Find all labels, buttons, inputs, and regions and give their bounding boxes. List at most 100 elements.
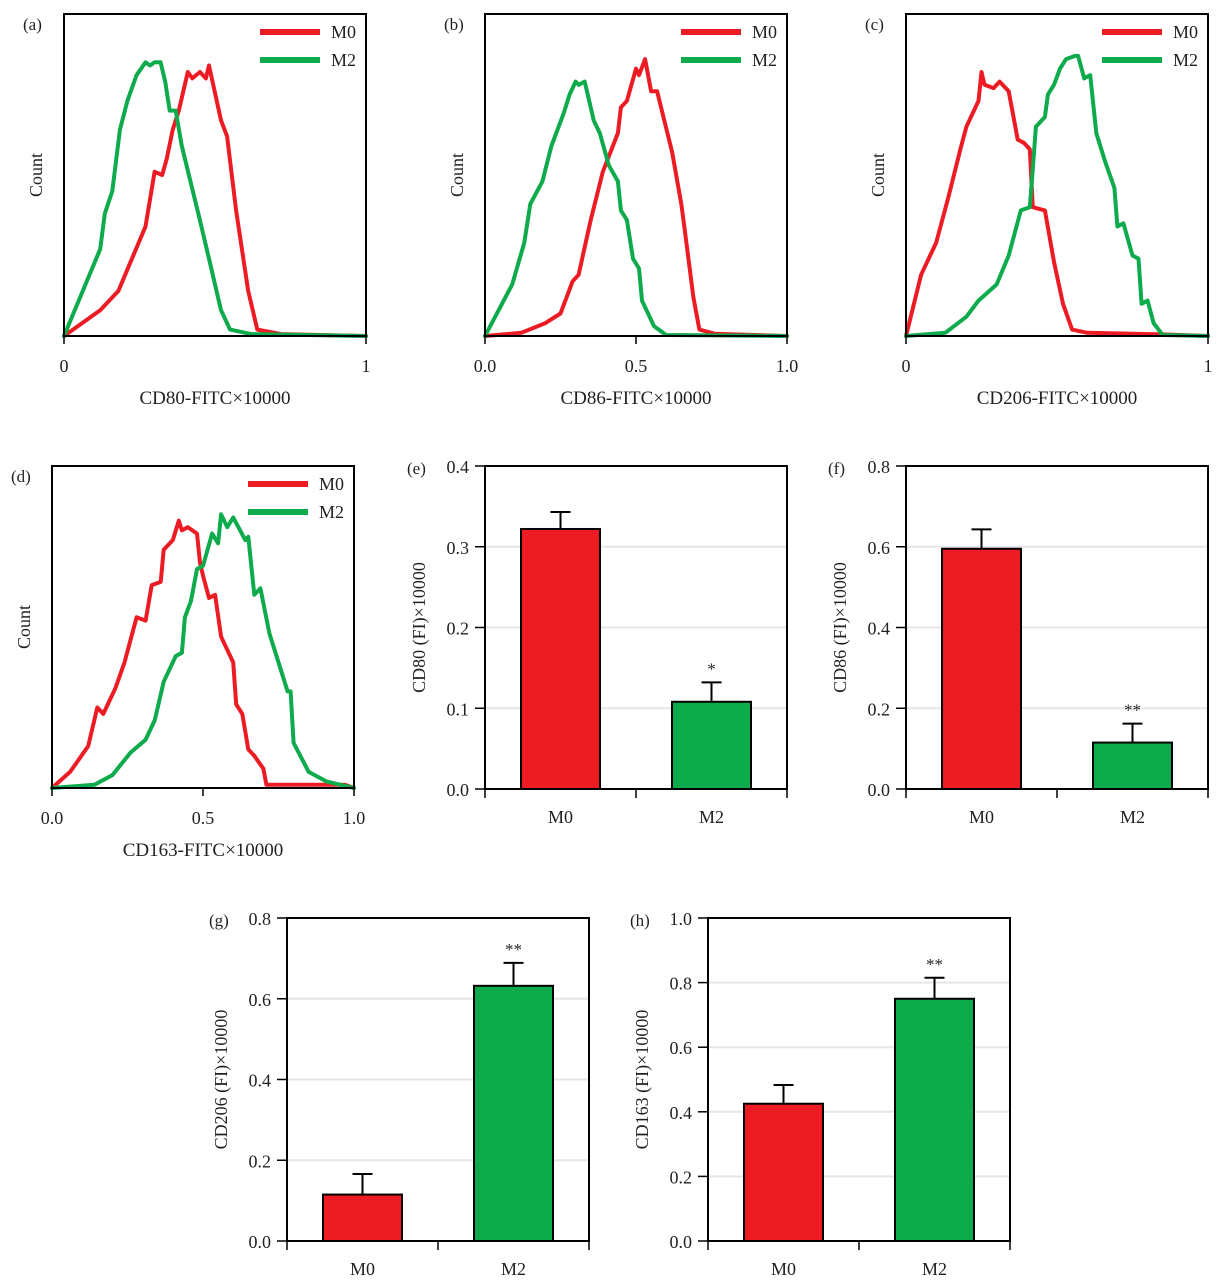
x-axis-label: CD80-FITC×10000: [139, 388, 290, 409]
bar-M0: [322, 1193, 403, 1242]
y-tick-label: 0.2: [670, 1167, 693, 1187]
y-tick-label: 0.4: [249, 1071, 272, 1091]
y-tick-label: 1.0: [670, 909, 693, 929]
significance-marker: **: [1124, 701, 1141, 720]
y-tick-label: 0.3: [447, 538, 470, 558]
significance-marker: *: [707, 659, 716, 678]
y-axis-label: CD206 (FI)×10000: [211, 1010, 232, 1150]
panel-a: (a) M0 M2 0 1 CD80-FITC×10000 Count: [23, 13, 371, 409]
y-tick-label: 0.4: [670, 1103, 693, 1123]
legend-label-M0: M0: [752, 22, 777, 42]
y-axis-label: Count: [447, 153, 467, 197]
legend-label-M0: M0: [319, 474, 344, 494]
y-tick-label: 0.8: [249, 909, 272, 929]
x-tick-label: 1: [362, 356, 371, 376]
x-tick-label: 1.0: [776, 356, 799, 376]
y-tick-label: 0.4: [868, 619, 891, 639]
panel-label: (c): [865, 15, 884, 34]
panel-b: (b) M0 M2 0.0 0.5 1.0 CD86-FITC×10000 Count: [444, 13, 799, 409]
y-tick-label: 0.2: [868, 699, 891, 719]
legend-label-M2: M2: [331, 50, 356, 70]
plot-frame: [51, 465, 355, 789]
series-line-M2: [483, 79, 789, 338]
bar-M2: [1092, 741, 1173, 790]
legend-label-M0: M0: [1173, 22, 1198, 42]
bar-M0: [520, 527, 601, 790]
panel-label: (h): [630, 911, 650, 930]
y-tick-label: 0.2: [447, 619, 470, 639]
plot-frame: [63, 13, 367, 337]
panel-c: (c) M0 M2 0 1 CD206-FITC×10000 Count: [865, 13, 1213, 409]
legend-label-M2: M2: [319, 502, 344, 522]
panel-h: (h) 0.0 0.2 0.4 0.6 0.8 1.0 M0 ** M2 CD163 (FI)×10…: [630, 909, 1011, 1279]
bar-M0: [941, 547, 1022, 790]
y-axis-label: Count: [14, 605, 34, 649]
x-tick-label: 0.0: [41, 808, 64, 828]
x-tick-label: M0: [548, 807, 573, 827]
bar-M2: [671, 700, 752, 790]
x-tick-label: M2: [699, 807, 724, 827]
y-tick-label: 0.6: [670, 1038, 693, 1058]
y-axis-label: CD163 (FI)×10000: [632, 1010, 653, 1150]
series-line-M0: [904, 70, 1210, 338]
y-axis-label: Count: [26, 153, 46, 197]
series-line-M0: [483, 57, 789, 338]
panel-label: (g): [209, 911, 229, 930]
legend-label-M2: M2: [752, 50, 777, 70]
y-tick-label: 0.0: [447, 780, 470, 800]
y-tick-label: 0.4: [447, 457, 470, 477]
series-line-M2: [904, 53, 1210, 338]
legend-label-M2: M2: [1173, 50, 1198, 70]
series-line-M2: [50, 512, 356, 790]
y-tick-label: 0.6: [249, 990, 272, 1010]
y-tick-label: 0.0: [249, 1232, 272, 1252]
panel-e: (e) 0.0 0.1 0.2 0.3 0.4 M0 * M2 CD80 (FI)×10000: [407, 457, 788, 827]
x-tick-label: 0: [60, 356, 69, 376]
y-tick-label: 0.6: [868, 538, 891, 558]
x-axis-label: CD206-FITC×10000: [977, 388, 1138, 409]
x-tick-label: M2: [501, 1259, 526, 1279]
bar-M2: [473, 984, 554, 1243]
bar-M0: [743, 1102, 824, 1242]
significance-marker: **: [505, 940, 522, 959]
panel-label: (f): [828, 459, 845, 478]
significance-marker: **: [926, 955, 943, 974]
plot-frame: [484, 13, 788, 337]
x-tick-label: 0.5: [192, 808, 215, 828]
series-line-M0: [50, 518, 356, 790]
y-tick-label: 0.0: [868, 780, 891, 800]
legend-label-M0: M0: [331, 22, 356, 42]
panel-label: (b): [444, 15, 464, 34]
x-tick-label: M0: [350, 1259, 375, 1279]
y-axis-label: Count: [868, 153, 888, 197]
bar-M2: [894, 997, 975, 1242]
y-axis-label: CD86 (FI)×10000: [830, 562, 851, 693]
panel-d: (d) M0 M2 0.0 0.5 1.0 CD163-FITC×10000 Count: [11, 465, 366, 861]
y-tick-label: 0.2: [249, 1151, 272, 1171]
series-line-M2: [62, 60, 368, 338]
x-axis-label: CD86-FITC×10000: [560, 388, 711, 409]
x-tick-label: M0: [771, 1259, 796, 1279]
x-tick-label: 0: [902, 356, 911, 376]
x-tick-label: M0: [969, 807, 994, 827]
x-axis-label: CD163-FITC×10000: [123, 840, 284, 861]
x-tick-label: 1.0: [343, 808, 366, 828]
x-tick-label: 0.0: [474, 356, 497, 376]
series-line-M0: [62, 63, 368, 338]
panel-g: (g) 0.0 0.2 0.4 0.6 0.8 M0 ** M2 CD206 (FI)×10000: [209, 909, 590, 1279]
y-tick-label: 0.0: [670, 1232, 693, 1252]
y-tick-label: 0.8: [670, 974, 693, 994]
panel-f: (f) 0.0 0.2 0.4 0.6 0.8 M0 ** M2 CD86 (FI)×10000: [828, 457, 1209, 827]
x-tick-label: M2: [1120, 807, 1145, 827]
panel-label: (a): [23, 15, 42, 34]
y-axis-label: CD80 (FI)×10000: [409, 562, 430, 693]
y-tick-label: 0.8: [868, 457, 891, 477]
panel-label: (d): [11, 467, 31, 486]
y-tick-label: 0.1: [447, 699, 470, 719]
plot-frame: [905, 13, 1209, 337]
x-tick-label: 1: [1204, 356, 1213, 376]
panel-label: (e): [407, 459, 426, 478]
x-tick-label: 0.5: [625, 356, 648, 376]
x-tick-label: M2: [922, 1259, 947, 1279]
